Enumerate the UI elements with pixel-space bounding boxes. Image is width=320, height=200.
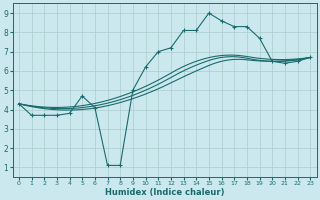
X-axis label: Humidex (Indice chaleur): Humidex (Indice chaleur) — [105, 188, 224, 197]
